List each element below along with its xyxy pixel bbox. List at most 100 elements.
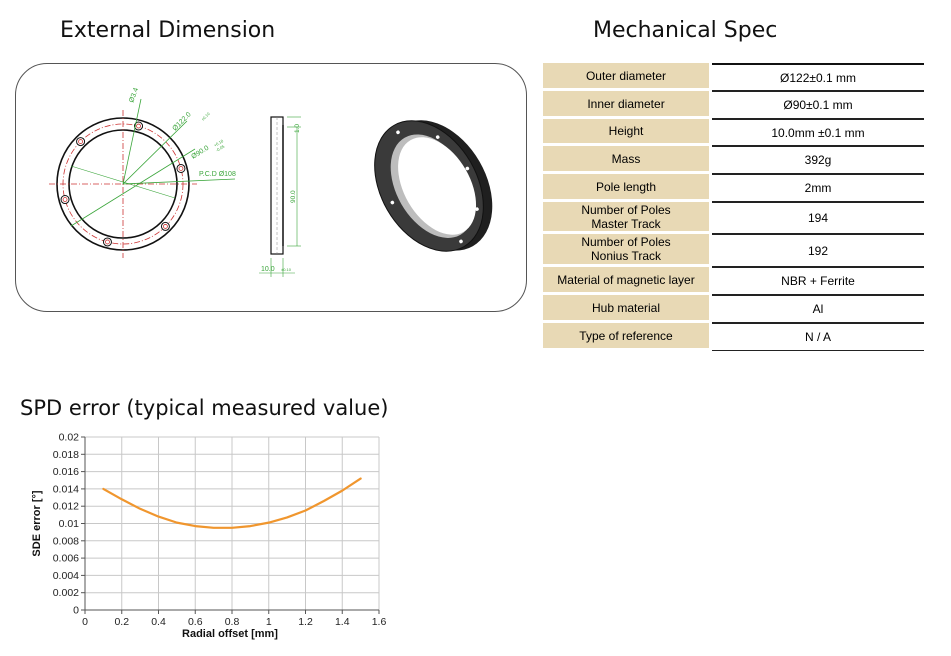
- x-tick-label: 0: [82, 616, 88, 628]
- spec-label: Number of Poles Nonius Track: [543, 234, 709, 267]
- mounting-hole: [60, 195, 70, 205]
- inner-tol-dn-label: -0.05: [215, 143, 226, 152]
- spec-value: 194: [712, 202, 924, 234]
- isometric-view: [374, 120, 493, 252]
- spec-gap: [709, 119, 712, 146]
- bottom-dim-label: 10.0: [261, 266, 275, 273]
- spec-value: 10.0mm ±0.1 mm: [712, 119, 924, 146]
- outer-dia-label: Ø122.0: [171, 111, 192, 132]
- hole-leader: [122, 98, 142, 185]
- bottom-tol-label: ±0.10: [281, 267, 292, 272]
- spec-value: 2mm: [712, 174, 924, 202]
- spec-row: Outer diameter Ø122±0.1 mm: [543, 63, 924, 91]
- spd-error-title: SPD error (typical measured value): [20, 396, 389, 420]
- spec-label-line: Nonius Track: [590, 249, 662, 263]
- spec-label: Material of magnetic layer: [543, 267, 709, 295]
- outer-tol-label: ±0.10: [200, 111, 211, 122]
- mounting-hole-center: [178, 166, 184, 171]
- spec-label-line: Master Track: [591, 216, 661, 231]
- y-tick-label: 0.016: [53, 466, 79, 478]
- spd-error-chart-svg: 0 0.002 0.004 0.006 0.008 0.01 0.012 0.014 0.016…: [31, 432, 387, 641]
- spec-label-line: Height: [608, 124, 644, 138]
- iso-hole-4: [475, 207, 479, 211]
- front-view: Ø3.4 Ø122.0 ±0.10 Ø90.0 +0.10 -0.05 P.C.…: [49, 87, 236, 258]
- hole-dia-label: Ø3.4: [128, 87, 140, 104]
- spec-label-line: Outer diameter: [585, 68, 667, 83]
- spec-label-line: Pole length: [595, 179, 657, 194]
- external-dimension-title: External Dimension: [60, 18, 276, 43]
- mounting-hole: [160, 221, 170, 231]
- spec-row: Material of magnetic layer NBR + Ferrite: [543, 267, 924, 295]
- pcd-leader: [122, 178, 236, 185]
- spec-value: NBR + Ferrite: [712, 267, 924, 295]
- y-tick-label: 0.008: [53, 535, 79, 547]
- spec-row: Pole length 2mm: [543, 174, 924, 202]
- spec-row: Number of Poles Master Track 194: [543, 202, 924, 234]
- mounting-hole-center: [105, 239, 110, 245]
- outer-dia-leader: [122, 120, 188, 185]
- spec-label: Hub material: [543, 295, 709, 323]
- dimension-drawing-panel: Ø3.4 Ø122.0 ±0.10 Ø90.0 +0.10 -0.05 P.C.…: [15, 63, 527, 312]
- spec-gap: [709, 146, 712, 174]
- spec-label-line: Mass: [611, 151, 641, 166]
- iso-hole-3: [465, 166, 470, 171]
- mechanical-spec-table: Outer diameter Ø122±0.1 mm Inner diameter Ø…: [543, 63, 924, 351]
- x-tick-label: 0.2: [114, 616, 129, 628]
- spec-gap: [709, 91, 712, 119]
- x-tick-label: 1.6: [372, 616, 387, 628]
- y-tick-label: 0.02: [59, 432, 80, 444]
- spec-gap: [709, 323, 712, 351]
- extra-leader: [70, 165, 176, 199]
- spec-value: 192: [712, 234, 924, 267]
- mounting-hole: [134, 121, 144, 131]
- y-axis-label: SDE error [°]: [31, 490, 43, 556]
- spec-label-line: Type of reference: [579, 328, 673, 343]
- y-tick-label: 0.002: [53, 587, 79, 599]
- spec-row: Hub material Al: [543, 295, 924, 323]
- spec-gap: [709, 63, 712, 91]
- spec-gap: [709, 202, 712, 234]
- spec-value: Ø90±0.1 mm: [712, 91, 924, 119]
- spec-row: Number of Poles Nonius Track 192: [543, 234, 924, 267]
- spec-label: Pole length: [543, 174, 709, 202]
- spec-gap: [709, 267, 712, 295]
- top-dim-label: 1.0: [294, 124, 301, 133]
- mounting-hole-center: [163, 224, 168, 229]
- spec-label: Type of reference: [543, 323, 709, 351]
- iso-hole-1: [396, 130, 400, 135]
- dimension-drawing: Ø3.4 Ø122.0 ±0.10 Ø90.0 +0.10 -0.05 P.C.…: [49, 87, 493, 277]
- side-view: 1.0 90.0 10.0 ±0.10: [259, 116, 301, 277]
- mounting-hole: [176, 163, 186, 173]
- y-tick-label: 0: [73, 605, 79, 617]
- iso-hole-6: [390, 200, 395, 205]
- spec-row: Mass 392g: [543, 146, 924, 174]
- mounting-hole: [102, 237, 112, 247]
- spec-gap: [709, 174, 712, 202]
- inner-tol-up-label: +0.10: [213, 138, 225, 148]
- x-axis-label: Radial offset [mm]: [182, 628, 278, 640]
- mounting-holes: [60, 121, 186, 247]
- mechanical-spec-title: Mechanical Spec: [593, 18, 778, 43]
- iso-hole-5: [459, 239, 463, 244]
- x-tick-label: 1.2: [298, 616, 313, 628]
- x-tick-label: 1.4: [335, 616, 350, 628]
- spd-error-chart: 0 0.002 0.004 0.006 0.008 0.01 0.012 0.014 0.016…: [0, 420, 420, 651]
- iso-bore: [398, 137, 477, 235]
- spec-label: Number of Poles Master Track: [543, 202, 709, 234]
- spec-label: Mass: [543, 146, 709, 174]
- mounting-hole-center: [78, 139, 83, 144]
- mounting-hole: [76, 137, 86, 147]
- spec-value: Al: [712, 295, 924, 323]
- y-tick-label: 0.018: [53, 449, 79, 461]
- y-tick-label: 0.01: [59, 518, 80, 530]
- x-tick-label: 0.4: [151, 616, 166, 628]
- x-tick-label: 0.6: [188, 616, 203, 628]
- spec-label-line: Number of Poles: [581, 202, 671, 217]
- spec-label: Outer diameter: [543, 63, 709, 91]
- spec-label: Height: [543, 119, 709, 146]
- y-tick-label: 0.004: [53, 570, 79, 582]
- y-tick-label: 0.006: [53, 553, 79, 565]
- side-dim-label: 90.0: [290, 190, 297, 203]
- spec-value: Ø122±0.1 mm: [712, 63, 924, 91]
- y-tick-label: 0.014: [53, 483, 79, 495]
